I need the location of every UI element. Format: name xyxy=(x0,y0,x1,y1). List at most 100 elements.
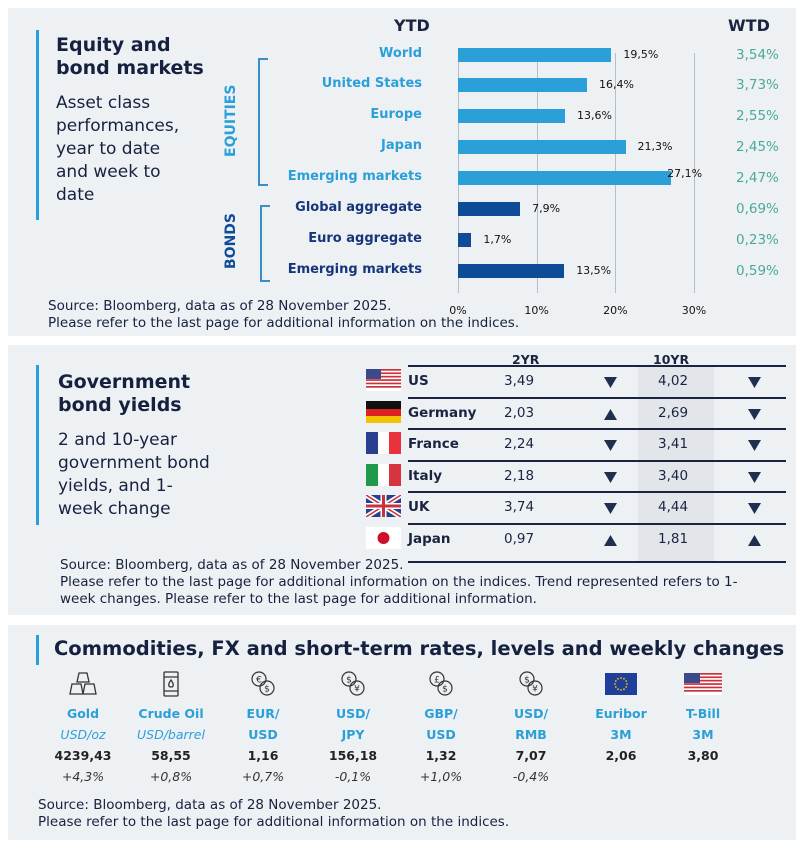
category-label: Euro aggregate xyxy=(308,231,422,246)
commodity-item: $ ¥ USD/ RMB 7,07 -0,4% xyxy=(486,665,576,787)
wtd-value: 0,59% xyxy=(736,263,779,279)
category-label: Emerging markets xyxy=(287,262,422,277)
bar xyxy=(458,202,521,216)
gridline xyxy=(694,53,695,293)
us-flag-icon xyxy=(366,369,401,391)
item-unit: RMB xyxy=(515,727,547,742)
item-name: EUR/ xyxy=(246,706,280,721)
svg-text:$: $ xyxy=(524,676,530,686)
item-name: USD/ xyxy=(335,706,371,721)
yield-10yr: 4,02 xyxy=(658,373,689,389)
item-unit: USD xyxy=(248,727,278,742)
commodity-item: T-Bill 3M 3,80 xyxy=(658,665,748,787)
svg-text:$: $ xyxy=(346,676,352,686)
item-unit: JPY xyxy=(341,727,365,742)
wtd-value: 0,69% xyxy=(736,201,779,217)
yield-10yr: 3,40 xyxy=(658,467,689,484)
commodities-list: Gold USD/oz 4239,43 +4,3% Crude Oil USD/… xyxy=(8,665,796,795)
svg-text:£: £ xyxy=(434,676,440,686)
country-name: US xyxy=(408,373,429,389)
accent-bar xyxy=(36,30,39,220)
item-change: +1,0% xyxy=(419,769,463,784)
subtitle-line: government bond xyxy=(58,453,210,473)
item-value: 3,80 xyxy=(687,748,719,763)
currency-exchange-icon: € $ xyxy=(218,665,308,703)
item-change xyxy=(576,766,666,787)
category-label: Global aggregate xyxy=(295,200,422,215)
note-line: Please refer to the last page for additi… xyxy=(38,814,510,830)
subtitle-line: Asset class xyxy=(56,93,151,113)
yield-2yr: 3,74 xyxy=(504,499,535,515)
item-name: Crude Oil xyxy=(138,706,204,721)
subtitle-line: 2 and 10-year xyxy=(58,430,177,450)
title-line: Equity and xyxy=(56,34,171,56)
wtd-value: 0,23% xyxy=(736,232,779,248)
wtd-value: 3,73% xyxy=(736,77,779,93)
category-label: United States xyxy=(321,76,422,91)
bar-value-label: 7,9% xyxy=(532,202,561,215)
item-unit: USD/oz xyxy=(60,727,106,742)
category-label: World xyxy=(379,46,422,61)
category-label: Japan xyxy=(381,138,422,153)
title-line: Government xyxy=(58,371,191,393)
ytd-header: YTD xyxy=(394,16,430,35)
trend-down-icon xyxy=(604,376,617,392)
subtitle-line: and week to xyxy=(56,162,161,182)
trend-down-icon xyxy=(748,408,761,424)
italy-flag-icon xyxy=(366,463,401,486)
item-unit: USD/barrel xyxy=(137,727,205,742)
japan-flag-icon xyxy=(366,526,401,549)
commodities-panel: Commodities, FX and short-term rates, le… xyxy=(8,625,796,840)
commodity-item: € $ EUR/ USD 1,16 +0,7% xyxy=(218,665,308,787)
bar xyxy=(458,264,565,278)
france-flag-icon xyxy=(366,432,401,454)
trend-up-icon xyxy=(604,534,617,550)
item-value: 2,06 xyxy=(605,748,637,763)
item-value: 1,16 xyxy=(247,748,279,763)
commodity-item: $ ¥ USD/ JPY 156,18 -0,1% xyxy=(308,665,398,787)
item-value: 58,55 xyxy=(151,748,191,763)
svg-text:¥: ¥ xyxy=(532,685,538,695)
x-tick-label: 0% xyxy=(449,304,467,317)
country-name: Italy xyxy=(408,467,443,484)
item-unit: 3M xyxy=(692,727,714,742)
bar xyxy=(458,109,565,123)
bar xyxy=(458,171,672,185)
yield-10yr: 4,44 xyxy=(658,499,689,515)
trend-down-icon xyxy=(748,502,761,518)
item-change: -0,1% xyxy=(334,769,372,784)
source-text: Source: Bloomberg, data as of 28 Novembe… xyxy=(38,797,509,831)
source-text: Source: Bloomberg, data as of 28 Novembe… xyxy=(48,298,519,332)
category-label: Europe xyxy=(370,107,422,122)
bar-value-label: 27,1% xyxy=(667,167,703,180)
source-line: Source: Bloomberg, data as of 28 Novembe… xyxy=(48,298,392,314)
svg-text:€: € xyxy=(256,676,262,686)
item-name: GBP/ xyxy=(424,706,458,721)
commodity-item: Euribor 3M 2,06 xyxy=(576,665,666,787)
col-2yr: 2YR xyxy=(512,352,540,367)
table-row: Italy 2,18 3,40 xyxy=(408,459,786,491)
source-text: Source: Bloomberg, data as of 28 Novembe… xyxy=(60,557,738,608)
country-name: UK xyxy=(408,499,430,515)
note-line: Please refer to the last page for additi… xyxy=(48,315,520,331)
item-change: +4,3% xyxy=(61,769,105,784)
item-name: T-Bill xyxy=(685,706,721,721)
category-label: Emerging markets xyxy=(287,169,422,184)
country-name: Germany xyxy=(408,404,477,421)
accent-bar xyxy=(36,365,39,525)
trend-down-icon xyxy=(748,376,761,392)
panel-subtitle: Asset class performances, year to date and … xyxy=(56,92,179,207)
col-10yr: 10YR xyxy=(653,352,690,367)
x-tick-label: 30% xyxy=(681,304,707,317)
item-change: +0,7% xyxy=(241,769,285,784)
trend-down-icon xyxy=(748,439,761,455)
commodity-item: Gold USD/oz 4239,43 +4,3% xyxy=(38,665,128,787)
trend-down-icon xyxy=(748,471,761,487)
germany-flag-icon xyxy=(366,400,401,423)
trend-up-icon xyxy=(604,408,617,424)
yield-10yr: 2,69 xyxy=(658,404,689,421)
table-row: Germany 2,03 2,69 xyxy=(408,396,786,428)
commodity-item: Crude Oil USD/barrel 58,55 +0,8% xyxy=(126,665,216,787)
uk-flag-icon xyxy=(364,492,403,520)
yield-2yr: 2,03 xyxy=(504,404,535,421)
